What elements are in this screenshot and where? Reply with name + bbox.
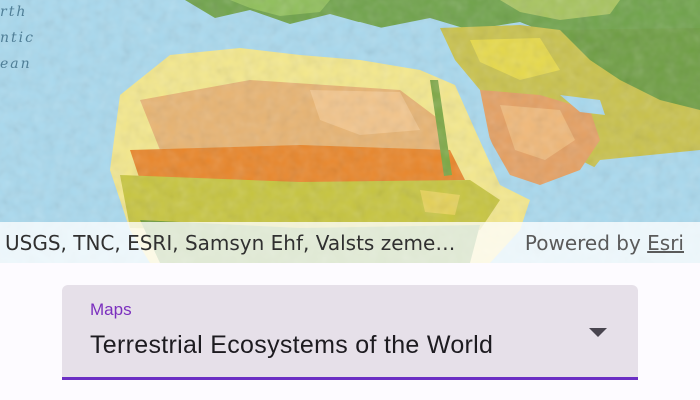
ocean-label: ean: [0, 56, 32, 72]
powered-by-prefix: Powered by: [524, 230, 648, 255]
dropdown-selected-value: Terrestrial Ecosystems of the World: [90, 331, 494, 359]
attribution-bar: USGS, TNC, ESRI, Samsyn Ehf, Valsts zeme…: [0, 222, 700, 263]
basemap-dropdown[interactable]: Maps Terrestrial Ecosystems of the World: [62, 285, 638, 380]
ecosystem-basemap[interactable]: [0, 0, 700, 263]
map-view[interactable]: rth ntic ean USGS, TNC, ESRI, Samsyn Ehf…: [0, 0, 700, 263]
esri-link[interactable]: Esri: [647, 230, 684, 255]
powered-by: Powered by Esri: [525, 231, 684, 255]
ocean-label: ntic: [0, 30, 35, 46]
dropdown-arrow-icon[interactable]: [589, 328, 607, 337]
attribution-text[interactable]: USGS, TNC, ESRI, Samsyn Ehf, Valsts zeme…: [5, 230, 465, 255]
ocean-label: rth: [0, 4, 28, 20]
dropdown-label: Maps: [90, 300, 132, 319]
